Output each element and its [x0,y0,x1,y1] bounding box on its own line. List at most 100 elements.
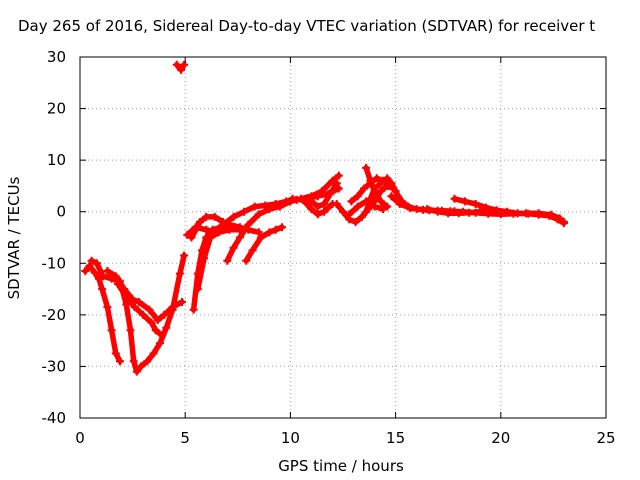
data-point [180,251,189,260]
data-point [195,218,204,226]
data-point [149,349,158,358]
data-point [122,300,131,309]
data-point [151,326,160,335]
data-point [307,197,316,206]
data-point [313,210,322,219]
data-point [362,207,371,216]
data-point [187,233,196,242]
x-axis-label: GPS time / hours [278,457,404,475]
data-point [376,179,385,188]
data-point [332,179,341,188]
data-point [180,60,189,69]
data-point [132,367,141,376]
x-tick-label: 10 [281,429,300,447]
data-point [278,200,286,208]
data-point [391,187,400,196]
data-point [307,205,316,214]
data-point [81,267,90,275]
data-point [433,207,442,216]
data-point [156,339,164,348]
data-point [111,272,120,281]
data-point [383,202,392,211]
data-point [229,243,238,252]
data-point [208,228,217,237]
data-point [370,202,379,211]
data-point [362,197,371,206]
data-point [229,212,238,221]
data-point [486,207,495,216]
data-point [94,274,103,283]
data-point [471,200,480,208]
data-point [143,357,152,366]
data-point [129,357,138,366]
data-point [219,220,228,229]
data-point [99,272,108,281]
data-point [278,223,286,232]
data-point [353,192,362,201]
x-tick-label: 20 [491,429,510,447]
data-point [332,200,341,208]
data-point [334,171,343,180]
data-point [242,256,251,265]
data-point [248,246,257,255]
data-point [318,187,326,196]
data-point [256,233,265,242]
data-point [172,60,181,69]
data-point [162,323,171,332]
data-point [423,205,432,214]
data-point [320,207,329,216]
x-tick-label: 5 [180,429,190,447]
data-point [395,200,404,208]
data-point [559,219,568,228]
data-point [130,303,139,312]
data-point [240,207,249,216]
data-point [379,205,387,214]
data-point [145,305,154,314]
data-point [328,176,337,185]
ticks [79,56,607,419]
data-point [160,310,169,319]
data-point [139,310,148,319]
data-point [360,184,368,193]
data-point [545,211,554,220]
plot-frame [79,56,607,419]
y-axis-label: SDTVAR / TECUs [5,176,23,299]
data-point [153,316,162,324]
data-point [339,207,347,216]
data-point [177,65,185,74]
y-tick-label: 10 [47,151,66,169]
data-point [111,349,120,358]
data-point [406,204,415,213]
data-point [189,305,198,314]
x-tick-label: 15 [386,429,405,447]
data-point [85,261,94,270]
y-tick-label: -10 [42,254,67,272]
data-point [235,233,244,242]
data-point [210,212,219,221]
data-point [376,197,385,206]
data-point [206,233,215,242]
data-point [265,228,274,237]
chart-title: Day 265 of 2016, Sidereal Day-to-day VTE… [18,17,595,35]
data-point [200,254,209,263]
tick-labels: 0 5 10 15 20 25 -40 -30 -20 -10 0 10 20 30 [42,48,616,447]
data-point [454,209,463,218]
data-point [202,212,211,221]
data-point [183,230,192,239]
data-point [524,209,533,218]
data-point [299,195,307,204]
data-point [254,228,263,237]
y-tick-label: 20 [47,100,66,118]
data-point [383,174,392,183]
data-point [353,202,362,211]
y-tick-label: -20 [42,306,67,324]
data-point [98,285,107,294]
data-point [126,326,135,335]
data-point [122,292,131,301]
data-point [92,259,101,268]
data-point [202,225,211,234]
data-point [103,303,112,312]
data-point [366,176,375,185]
data-point [513,209,522,218]
data-point [345,210,354,219]
